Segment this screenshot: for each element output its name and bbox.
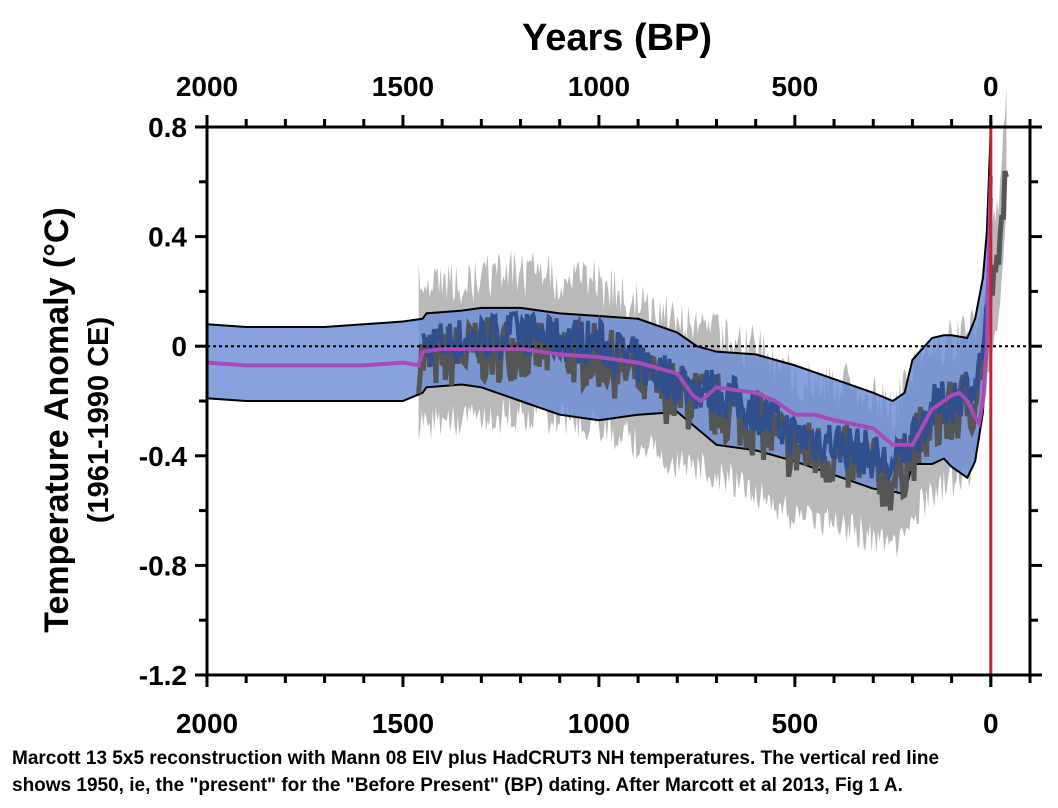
x-tick-label-top: 500 [771,71,818,102]
chart-canvas: Years (BP) 2000 1500 1000 500 0 2000 1500 1000… [38,17,1042,739]
y-axis-label: Temperature Anomaly (°C) [38,207,76,632]
x-tick-label-bottom: 500 [771,708,818,739]
blue-series-layer [421,198,993,483]
y-tick-labels: 0.8 0.4 0 -0.4 -0.8 -1.2 [139,112,188,691]
x-tick-label-top: 0 [983,71,999,102]
mean-layer [206,176,993,447]
x-tick-label-top: 1500 [372,71,434,102]
y-axis-sublabel: (1961-1990 CE) [83,317,115,523]
bottom-tick-labels: 2000 1500 1000 500 0 [176,708,999,739]
x-tick-label-bottom: 2000 [176,708,238,739]
figure-caption: Marcott 13 5x5 reconstruction with Mann … [12,745,1052,799]
x-tick-label-bottom: 1000 [568,708,630,739]
y-tick-label: 0 [171,331,187,362]
x-tick-label-bottom: 1500 [372,708,434,739]
x-tick-label-bottom: 0 [983,708,999,739]
blue-series [421,198,993,483]
chart-title: Years (BP) [522,17,712,59]
y-tick-label: 0.8 [148,112,187,143]
caption-line-1: Marcott 13 5x5 reconstruction with Mann … [12,748,940,769]
mean-series [206,176,993,447]
y-tick-label: -0.4 [139,441,188,472]
tick-marks [195,115,1042,687]
top-tick-labels: 2000 1500 1000 500 0 [176,71,999,102]
x-tick-label-top: 2000 [176,71,238,102]
y-tick-label: -1.2 [139,660,187,691]
y-tick-label: -0.8 [139,550,187,581]
y-tick-label: 0.4 [148,222,187,253]
x-tick-label-top: 1000 [568,71,630,102]
caption-line-2: shows 1950, ie, the "present" for the "B… [12,775,903,796]
plot-area [195,86,1042,687]
